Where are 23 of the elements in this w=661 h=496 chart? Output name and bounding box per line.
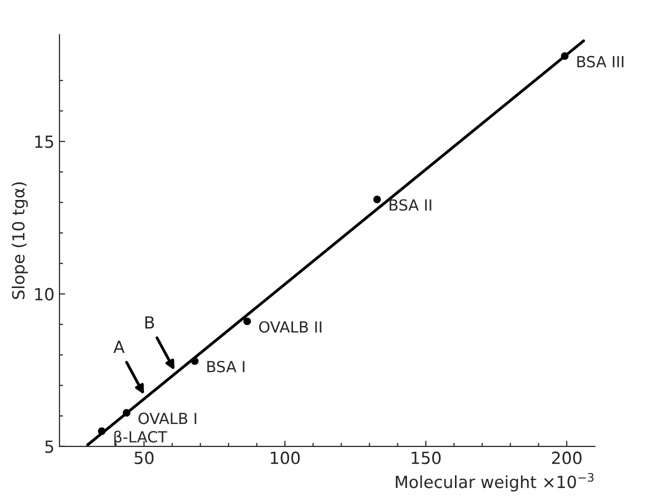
x-tick-label: 150 xyxy=(412,452,441,464)
x-tick-label: 50 xyxy=(134,452,154,464)
point xyxy=(122,409,130,417)
point xyxy=(560,52,569,60)
point xyxy=(373,196,381,204)
y-tick-label: 15 xyxy=(35,136,54,148)
x-tick-label: 200 xyxy=(552,452,582,464)
annotation: β-LACT xyxy=(114,430,168,446)
point xyxy=(98,427,106,435)
annotation: BSA II xyxy=(390,199,432,211)
annotation: A xyxy=(113,340,125,353)
annotation: OVALB I xyxy=(138,412,196,424)
annotation: B xyxy=(145,316,154,328)
x-axis-title: Molecular weight ×10$^{−3}$ xyxy=(396,472,594,492)
y-tick-label: 5 xyxy=(45,440,54,453)
annotation: OVALB II xyxy=(259,321,322,333)
point xyxy=(243,318,251,326)
annotation: BSA I xyxy=(207,360,244,372)
y-axis-title: Slope (10 tgα) xyxy=(12,182,28,300)
point xyxy=(190,357,199,365)
x-tick-label: 100 xyxy=(270,452,300,464)
y-tick-label: 10 xyxy=(35,288,54,300)
annotation: BSA III xyxy=(577,56,624,68)
